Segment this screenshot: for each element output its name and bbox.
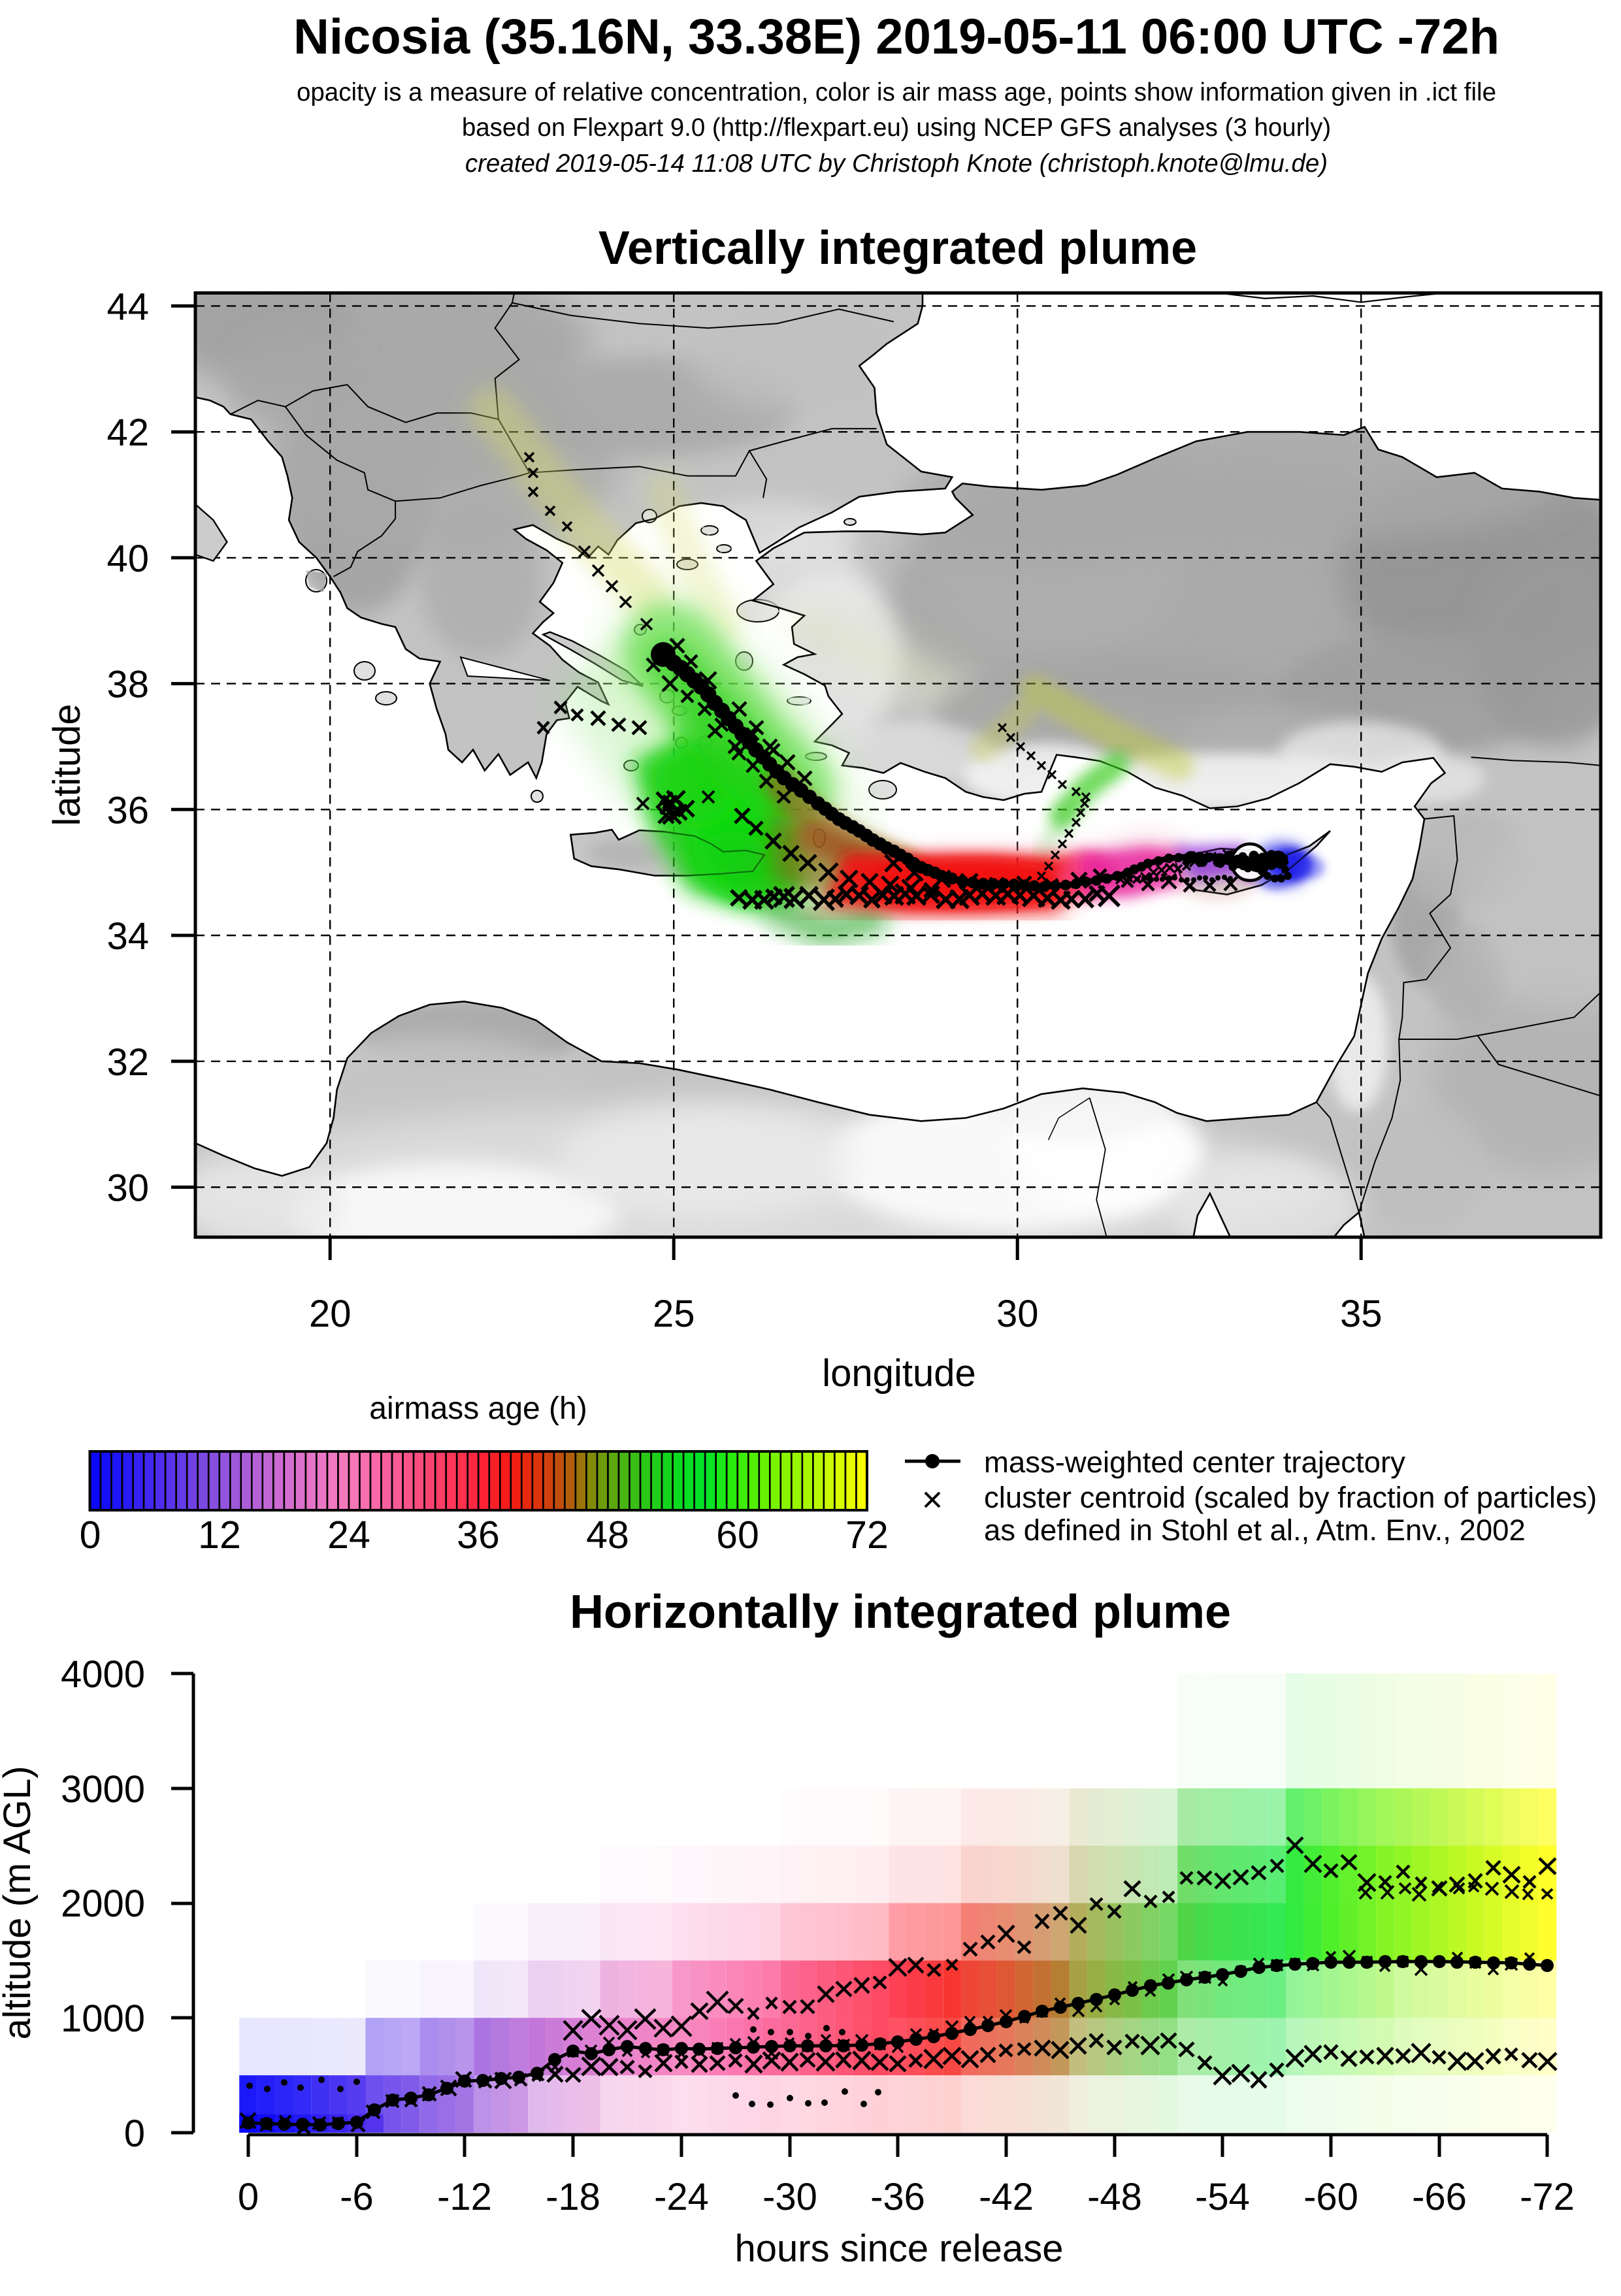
svg-text:36: 36 [457,1513,500,1557]
svg-text:36: 36 [106,789,149,832]
svg-text:-6: -6 [340,2176,374,2218]
svg-text:Vertically integrated plume: Vertically integrated plume [598,222,1197,274]
svg-text:25: 25 [653,1293,695,1335]
svg-text:0: 0 [80,1513,101,1557]
svg-text:34: 34 [106,915,149,958]
svg-text:1000: 1000 [61,1997,145,2040]
svg-text:cluster centroid (scaled by fr: cluster centroid (scaled by fraction of … [984,1481,1597,1514]
svg-text:30: 30 [106,1167,149,1210]
svg-text:-60: -60 [1303,2176,1358,2218]
svg-text:hours since release: hours since release [735,2227,1064,2270]
svg-text:Horizontally integrated plume: Horizontally integrated plume [570,1586,1231,1638]
svg-text:4000: 4000 [61,1653,145,1696]
svg-text:airmass age (h): airmass age (h) [369,1391,587,1426]
svg-text:longitude: longitude [822,1352,975,1395]
svg-text:72: 72 [845,1513,889,1557]
svg-text:0: 0 [238,2176,259,2218]
svg-text:40: 40 [106,538,149,580]
svg-text:latitude: latitude [46,703,88,826]
svg-text:-48: -48 [1087,2176,1142,2218]
svg-text:2000: 2000 [61,1883,145,1925]
svg-text:altitude (m AGL): altitude (m AGL) [0,1766,39,2039]
svg-text:42: 42 [106,412,149,454]
svg-text:-30: -30 [762,2176,817,2218]
svg-text:based on Flexpart 9.0 (http://: based on Flexpart 9.0 (http://flexpart.e… [462,114,1331,142]
svg-text:60: 60 [716,1513,759,1557]
svg-text:Nicosia (35.16N, 33.38E) 2019-: Nicosia (35.16N, 33.38E) 2019-05-11 06:0… [293,9,1499,65]
svg-text:as defined in Stohl et al., At: as defined in Stohl et al., Atm. Env., 2… [984,1513,1526,1547]
svg-text:mass-weighted center trajector: mass-weighted center trajectory [984,1446,1405,1479]
svg-text:30: 30 [996,1293,1039,1335]
svg-text:-12: -12 [437,2176,492,2218]
svg-text:44: 44 [106,285,149,328]
svg-text:-36: -36 [870,2176,925,2218]
svg-text:35: 35 [1340,1293,1383,1335]
svg-text:24: 24 [327,1513,370,1557]
svg-text:32: 32 [106,1041,149,1084]
svg-text:38: 38 [106,664,149,706]
svg-text:-66: -66 [1412,2176,1467,2218]
svg-text:-42: -42 [979,2176,1034,2218]
svg-text:created 2019-05-14 11:08 UTC b: created 2019-05-14 11:08 UTC by Christop… [465,150,1328,178]
svg-text:12: 12 [198,1513,241,1557]
svg-text:3000: 3000 [61,1768,145,1811]
svg-text:-72: -72 [1520,2176,1575,2218]
svg-text:0: 0 [124,2112,145,2155]
svg-text:opacity is a measure of relati: opacity is a measure of relative concent… [297,78,1496,106]
svg-text:-18: -18 [546,2176,600,2218]
svg-text:-24: -24 [654,2176,709,2218]
svg-text:-54: -54 [1195,2176,1250,2218]
svg-text:20: 20 [309,1293,352,1335]
svg-text:48: 48 [586,1513,629,1557]
